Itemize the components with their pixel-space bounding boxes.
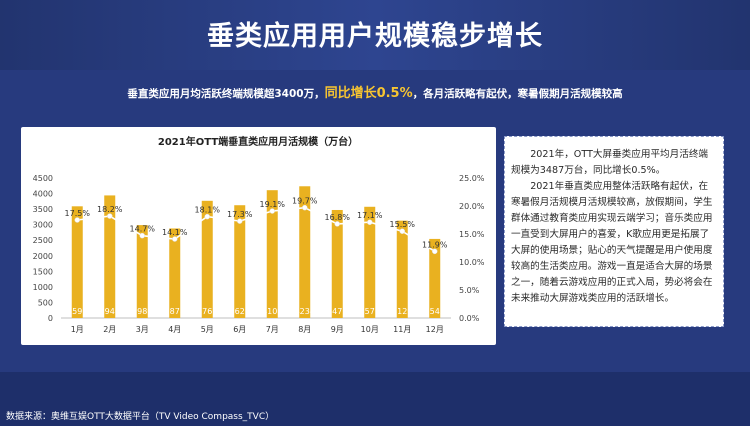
growth-rate-point	[107, 213, 113, 219]
growth-rate-point	[237, 218, 243, 224]
growth-rate-point	[172, 236, 178, 242]
growth-rate-label: 19.7%	[292, 197, 318, 206]
x-tick-label: 1月	[71, 325, 84, 334]
y-left-tick-label: 1000	[33, 283, 53, 292]
growth-rate-point	[269, 208, 275, 214]
y-left-tick-label: 3500	[33, 205, 53, 214]
y-right-tick-label: 25.0%	[459, 174, 485, 183]
insight-text-card: 2021年，OTT大屏垂类应用平均月活终端规模为3487万台，同比增长0.5%。…	[504, 136, 724, 327]
page-subtitle: 垂直类应用月均活跃终端规模超3400万，同比增长0.5%，各月活跃略有起伏，寒暑…	[0, 82, 750, 101]
y-left-tick-label: 2500	[33, 236, 53, 245]
y-right-tick-label: 5.0%	[459, 286, 480, 295]
y-left-tick-label: 1500	[33, 267, 53, 276]
bar	[364, 206, 376, 318]
growth-rate-label: 18.1%	[195, 206, 221, 215]
bar	[266, 190, 278, 318]
growth-rate-point	[399, 228, 405, 234]
growth-rate-label: 15.5%	[390, 220, 416, 229]
subtitle-text-before: 垂直类应用月均活跃终端规模超3400万，	[127, 88, 325, 100]
growth-rate-point	[302, 204, 308, 211]
y-right-tick-label: 15.0%	[459, 230, 485, 239]
bar	[136, 225, 148, 318]
growth-rate-label: 17.3%	[227, 210, 253, 219]
insight-paragraph-1: 2021年，OTT大屏垂类应用平均月活终端规模为3487万台，同比增长0.5%。	[511, 149, 709, 176]
subtitle-highlight: 同比增长0.5%	[324, 86, 413, 101]
growth-rate-label: 18.2%	[97, 205, 123, 214]
chart-card: 2021年OTT端垂直类应用月活规模（万台） 0 500 1000 1500 2000 2…	[21, 127, 496, 345]
bar-value-label: 3590	[67, 307, 87, 316]
y-left-tick-label: 500	[38, 298, 53, 307]
page-title: 垂类应用用户规模稳步增长	[207, 21, 543, 52]
x-tick-label: 4月	[168, 325, 181, 334]
bar-value-label: 3472	[327, 307, 347, 316]
bar	[104, 195, 116, 318]
growth-rate-label: 14.7%	[130, 225, 156, 234]
growth-rate-point	[74, 217, 80, 223]
monthly-active-chart: 2021年OTT端垂直类应用月活规模（万台） 0 500 1000 1500 2000 2…	[33, 135, 485, 334]
subtitle-text-after: ，各月活跃略有起伏，寒暑假期月活规模较高	[412, 88, 623, 100]
growth-rate-label: 17.5%	[65, 209, 91, 218]
x-tick-label: 6月	[233, 325, 246, 334]
bar-value-label: 3129	[392, 307, 412, 316]
bar	[169, 228, 181, 318]
bar	[299, 186, 311, 318]
title-band	[0, 0, 750, 70]
bar	[71, 206, 83, 318]
bar-value-label: 3625	[230, 307, 250, 316]
x-tick-label: 7月	[266, 325, 279, 334]
growth-rate-point	[367, 219, 373, 225]
x-tick-label: 5月	[201, 325, 214, 334]
x-tick-label: 11月	[393, 325, 411, 334]
growth-rate-label: 11.9%	[422, 240, 448, 249]
y-left-tick-label: 0	[48, 314, 53, 323]
growth-rate-point	[334, 221, 340, 227]
bar-value-label: 4108	[262, 307, 282, 316]
x-tick-label: 2月	[103, 325, 116, 334]
growth-rate-label: 19.1%	[260, 200, 286, 209]
bar-value-label: 3575	[360, 307, 380, 316]
bar-value-label: 2542	[425, 307, 445, 316]
y-right-tick-label: 0.0%	[459, 314, 480, 323]
footer-band	[0, 372, 750, 426]
bar	[201, 200, 213, 318]
y-left-tick-label: 2000	[33, 252, 53, 261]
x-tick-label: 8月	[298, 325, 311, 334]
x-tick-label: 10月	[361, 325, 379, 334]
growth-rate-point	[204, 213, 210, 220]
data-source: 数据来源：奥维互娱OTT大数据平台（TV Video Compass_TVC）	[6, 412, 275, 422]
growth-rate-label: 17.1%	[357, 211, 383, 220]
x-tick-label: 12月	[426, 325, 444, 334]
bar-value-label: 3767	[197, 307, 217, 316]
bar-value-label: 4234	[295, 307, 315, 316]
bar-value-label: 2878	[165, 307, 185, 316]
growth-rate-label: 16.8%	[325, 213, 351, 222]
bar-value-label: 3940	[100, 307, 120, 316]
bar-value-label: 2986	[132, 307, 152, 316]
y-right-tick-label: 20.0%	[459, 202, 485, 211]
y-left-tick-label: 4500	[33, 174, 53, 183]
y-left-tick-label: 4000	[33, 190, 53, 199]
growth-rate-point	[432, 248, 438, 255]
growth-rate-label: 14.1%	[162, 228, 188, 237]
x-tick-label: 9月	[331, 325, 344, 334]
x-tick-label: 3月	[136, 325, 149, 334]
bar	[234, 205, 246, 318]
bar	[429, 238, 441, 318]
chart-title: 2021年OTT端垂直类应用月活规模（万台）	[158, 135, 358, 148]
growth-rate-point	[139, 232, 145, 239]
bar	[396, 220, 408, 318]
bar	[331, 209, 343, 318]
insight-paragraph-2: 2021年垂直类应用整体活跃略有起伏，在寒暑假月活规模月活规模较高，放假期间，学…	[511, 181, 713, 304]
growth-rate-line	[77, 206, 436, 253]
y-left-tick-label: 3000	[33, 221, 53, 230]
y-right-tick-label: 10.0%	[459, 258, 485, 267]
